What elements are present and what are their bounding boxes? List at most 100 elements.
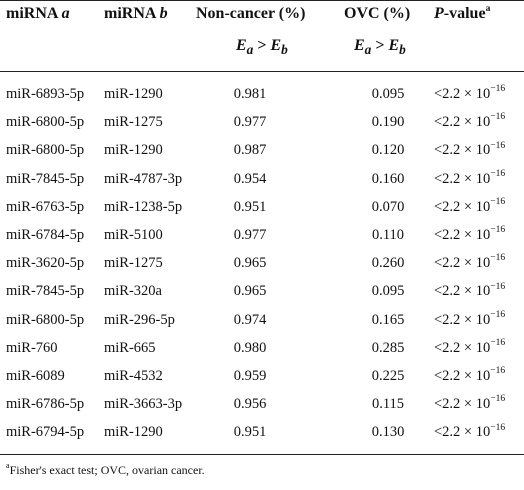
sub-b-2: b (399, 42, 406, 58)
pvalue-exponent: −16 (490, 366, 506, 377)
mirna-b-cell: miR-4787-3p (104, 170, 183, 187)
mirna-a-cell: miR-6089 (6, 368, 65, 384)
sub-a-2: a (364, 42, 372, 58)
header-mirna-b-prefix: miRNA (104, 5, 156, 22)
e-letter-1: E (236, 37, 247, 54)
noncancer-cell: 0.951 (233, 424, 267, 441)
footnote-text: Fisher's exact test; OVC, ovarian cancer… (9, 463, 205, 477)
table-row: miR-6786-5p miR-3663-3p 0.956 0.115 <2.2 × 1… (0, 394, 524, 414)
mirna-b-cell: miR-1238-5p (104, 198, 183, 215)
ovc-cell: 0.095 (371, 86, 405, 102)
ovc-cell: 0.165 (371, 311, 405, 328)
mirna-a-cell: miR-6800-5p (6, 114, 85, 131)
pvalue-exponent: −16 (490, 225, 506, 236)
mirna-b-cell: miR-1290 (104, 142, 163, 159)
header-noncancer: Non-cancer (%) (196, 5, 306, 22)
pvalue-exponent: −16 (490, 112, 506, 123)
table-row: miR-6784-5p miR-5100 0.977 0.110 <2.2 × 10−1… (0, 225, 524, 245)
header-pvalue-rest: -value (443, 5, 486, 22)
table-row: miR-6763-5p miR-1238-5p 0.951 0.070 <2.2 × 1… (0, 197, 524, 217)
mirna-b-cell: miR-1275 (104, 114, 163, 131)
pvalue-cell: <2.2 × 10−16 (434, 338, 505, 358)
mirna-a-cell: miR-6893-5p (6, 86, 85, 102)
footnote-mark: a (6, 461, 10, 470)
footnote: aFisher's exact test; OVC, ovarian cance… (6, 462, 205, 478)
pvalue-exponent: −16 (490, 422, 506, 433)
noncancer-cell: 0.959 (233, 368, 267, 384)
header-rule (0, 71, 524, 72)
mirna-a-cell: miR-6786-5p (6, 396, 85, 413)
table-row: miR-7845-5p miR-4787-3p 0.954 0.160 <2.2 × 1… (0, 169, 524, 189)
ovc-cell: 0.070 (371, 198, 405, 215)
pvalue-exponent: −16 (490, 196, 506, 207)
pvalue-cell: <2.2 × 10−16 (434, 281, 505, 301)
pvalue-exponent: −16 (490, 337, 506, 348)
table-row: miR-6800-5p miR-1290 0.987 0.120 <2.2 × 10−1… (0, 140, 524, 160)
noncancer-cell: 0.980 (233, 339, 267, 356)
ovc-cell: 0.260 (371, 255, 405, 272)
pvalue-cell: <2.2 × 10−16 (434, 169, 505, 189)
header-noncancer-condition: Ea > Eb (236, 36, 288, 60)
mirna-b-cell: miR-4532 (104, 368, 163, 384)
header-mirna-a-var: a (61, 5, 70, 22)
pvalue-cell: <2.2 × 10−16 (434, 394, 505, 414)
pvalue-base: <2.2 × 10 (434, 283, 491, 300)
mirna-a-cell: miR-760 (6, 339, 58, 356)
noncancer-cell: 0.956 (233, 396, 267, 413)
header-mirna-a-prefix: miRNA (6, 5, 58, 22)
ovc-cell: 0.285 (371, 339, 405, 356)
e-letter-2: E (270, 37, 282, 54)
top-rule (0, 0, 524, 1)
pvalue-exponent: −16 (490, 168, 506, 179)
header-mirna-b: miRNA b (104, 4, 168, 24)
pvalue-cell: <2.2 × 10−16 (434, 197, 505, 217)
mirna-a-cell: miR-7845-5p (6, 283, 85, 300)
pvalue-base: <2.2 × 10 (434, 142, 491, 159)
ovc-cell: 0.160 (371, 170, 405, 187)
pvalue-cell: <2.2 × 10−16 (434, 112, 505, 132)
mirna-b-cell: miR-1290 (104, 86, 163, 102)
bottom-rule (0, 454, 524, 455)
mirna-a-cell: miR-3620-5p (6, 255, 85, 272)
e-letter-4: E (388, 37, 400, 54)
pvalue-exponent: −16 (490, 281, 506, 292)
sub-b-1: b (281, 42, 288, 58)
pvalue-exponent: −16 (490, 84, 506, 95)
mirna-b-cell: miR-1275 (104, 255, 163, 272)
pvalue-cell: <2.2 × 10−16 (434, 84, 505, 104)
noncancer-cell: 0.965 (233, 255, 267, 272)
pvalue-base: <2.2 × 10 (434, 86, 491, 102)
mirna-a-cell: miR-6800-5p (6, 142, 85, 159)
mirna-a-cell: miR-6794-5p (6, 424, 85, 441)
mirna-a-cell: miR-6784-5p (6, 227, 85, 243)
mirna-a-cell: miR-6763-5p (6, 198, 85, 215)
pvalue-cell: <2.2 × 10−16 (434, 225, 505, 245)
pvalue-base: <2.2 × 10 (434, 339, 491, 356)
mirna-b-cell: miR-665 (104, 339, 156, 356)
table-row: miR-6893-5p miR-1290 0.981 0.095 <2.2 × 10−1… (0, 84, 524, 104)
pvalue-cell: <2.2 × 10−16 (434, 366, 505, 386)
mirna-b-cell: miR-1290 (104, 424, 163, 441)
table-row: miR-6800-5p miR-1275 0.977 0.190 <2.2 × 10−1… (0, 112, 524, 132)
header-ovc: OVC (%) (344, 5, 411, 22)
pvalue-base: <2.2 × 10 (434, 368, 491, 384)
pvalue-base: <2.2 × 10 (434, 170, 491, 187)
gt-sign-1: > (257, 37, 267, 54)
ovc-cell: 0.110 (371, 227, 405, 243)
pvalue-base: <2.2 × 10 (434, 198, 491, 215)
noncancer-cell: 0.954 (233, 170, 267, 187)
noncancer-cell: 0.965 (233, 283, 267, 300)
ovc-cell: 0.190 (371, 114, 405, 131)
ovc-cell: 0.225 (371, 368, 405, 384)
header-pvalue-footnote-mark: a (485, 3, 491, 14)
table-row: miR-7845-5p miR-320a 0.965 0.095 <2.2 × 10−1… (0, 281, 524, 301)
mirna-b-cell: miR-320a (104, 283, 162, 300)
table-row: miR-760 miR-665 0.980 0.285 <2.2 × 10−16 (0, 338, 524, 358)
pvalue-cell: <2.2 × 10−16 (434, 310, 505, 330)
ovc-cell: 0.120 (371, 142, 405, 159)
ovc-cell: 0.130 (371, 424, 405, 441)
header-ovc-condition: Ea > Eb (354, 36, 406, 60)
noncancer-cell: 0.974 (233, 311, 267, 328)
pvalue-base: <2.2 × 10 (434, 114, 491, 131)
